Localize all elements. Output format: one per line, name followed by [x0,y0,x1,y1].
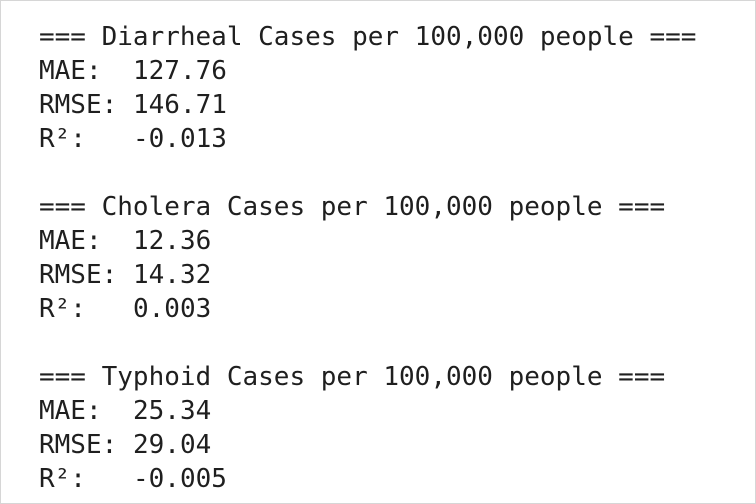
metric-value: 12.36 [133,226,212,256]
metric-value: -0.005 [133,464,227,494]
section-title: === Cholera Cases per 100,000 people === [39,192,666,222]
metric-value: 14.32 [133,260,212,290]
metric-value: 25.34 [133,396,212,426]
metric-value: 0.003 [133,294,212,324]
section-title: === Diarrheal Cases per 100,000 people =… [39,22,697,52]
metric-label: RMSE: [39,260,118,290]
metric-label: RMSE: [39,430,118,460]
metric-label: RMSE: [39,90,118,120]
metric-value: -0.013 [133,124,227,154]
metric-value: 127.76 [133,56,227,86]
metric-label: MAE: [39,226,102,256]
metric-label: R²: [39,124,86,154]
metric-label: MAE: [39,56,102,86]
metric-label: R²: [39,294,86,324]
section-title: === Typhoid Cases per 100,000 people === [39,362,666,392]
metric-value: 146.71 [133,90,227,120]
metric-value: 29.04 [133,430,212,460]
metric-label: MAE: [39,396,102,426]
metric-label: R²: [39,464,86,494]
